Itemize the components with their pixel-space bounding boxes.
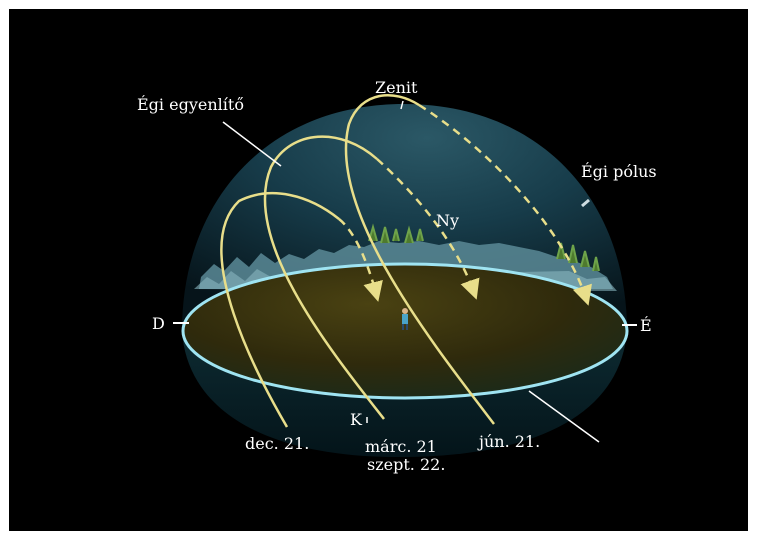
sun-path-equinox <box>263 135 385 420</box>
sep22-label: szept. 22. <box>367 455 446 474</box>
celestial-equator-label: Égi egyenlítő <box>137 95 244 114</box>
north-label: É <box>640 316 652 335</box>
sun-path-jun21-dashed <box>418 103 592 306</box>
west-label: Ny <box>436 211 460 230</box>
axis-pointer <box>528 390 600 443</box>
jun21-label: jún. 21. <box>479 432 541 451</box>
zenith-label: Zenit <box>375 78 418 97</box>
mar21-label: márc. 21 <box>365 437 437 456</box>
diagram-frame: Zenit Égi egyenlítő Égi pólus Ny D É K d… <box>9 9 748 531</box>
observer-figure <box>402 308 408 330</box>
zenith-pointer <box>400 100 404 110</box>
south-label: D <box>152 314 165 333</box>
horizon-plane <box>181 262 629 400</box>
celestial-pole-pointer <box>581 198 590 208</box>
sun-path-dec21 <box>220 192 340 428</box>
sun-path-jun21 <box>344 94 495 425</box>
sun-path-equinox-dashed <box>376 158 480 300</box>
celestial-equator-pointer <box>222 121 282 167</box>
celestial-sphere-diagram <box>173 94 637 458</box>
celestial-pole-label: Égi pólus <box>581 162 657 181</box>
east-label: K <box>350 410 362 429</box>
sun-path-dec21-dashed <box>338 218 383 302</box>
dec21-label: dec. 21. <box>245 434 310 453</box>
